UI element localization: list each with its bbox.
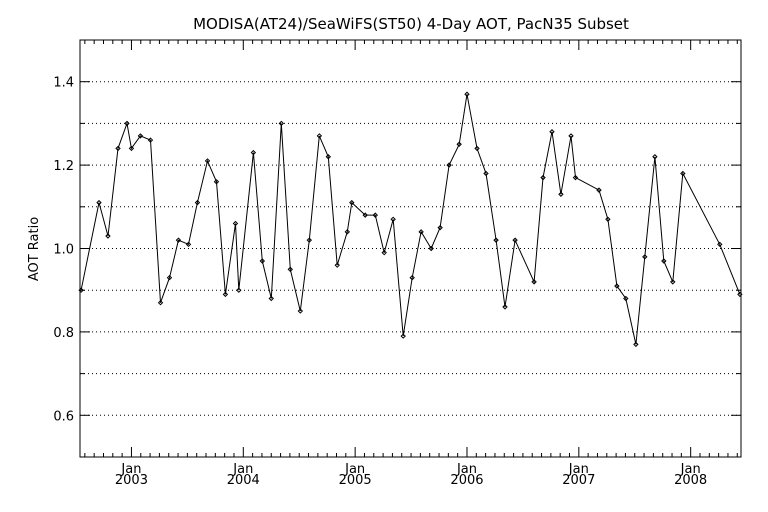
data-point bbox=[128, 145, 135, 152]
data-point bbox=[502, 304, 508, 310]
data-point bbox=[540, 174, 546, 181]
data-point bbox=[381, 249, 387, 256]
data-point bbox=[549, 129, 555, 135]
x-tick-month-label: Jan bbox=[680, 462, 701, 477]
data-point bbox=[250, 149, 257, 156]
data-point bbox=[428, 245, 434, 252]
data-point bbox=[437, 224, 443, 231]
data-point bbox=[652, 154, 658, 160]
data-point bbox=[236, 287, 242, 293]
data-point bbox=[390, 216, 396, 223]
data-point bbox=[446, 162, 452, 168]
data-point bbox=[409, 274, 415, 281]
data-point bbox=[623, 295, 629, 302]
x-tick-year-label: 2008 bbox=[674, 473, 707, 488]
x-tick-year-label: 2003 bbox=[115, 473, 148, 488]
y-tick-label: 1.4 bbox=[53, 76, 74, 91]
data-point bbox=[124, 120, 130, 127]
data-point bbox=[213, 179, 220, 185]
data-point bbox=[558, 191, 564, 197]
data-point bbox=[334, 262, 340, 268]
x-tick-year-label: 2004 bbox=[227, 473, 260, 488]
data-point bbox=[605, 216, 611, 223]
y-tick-label: 1.0 bbox=[53, 243, 74, 258]
plot-frame bbox=[79, 39, 742, 458]
data-point bbox=[456, 141, 462, 147]
data-point bbox=[344, 229, 351, 235]
data-point bbox=[572, 174, 579, 181]
y-tick-label: 0.6 bbox=[53, 409, 74, 424]
data-point bbox=[185, 241, 192, 248]
data-point bbox=[105, 233, 111, 239]
data-point bbox=[400, 333, 406, 339]
x-tick-month-label: Jan bbox=[456, 462, 477, 477]
x-tick-month-label: Jan bbox=[344, 462, 365, 477]
grid-layer bbox=[80, 81, 741, 416]
data-point bbox=[268, 295, 274, 302]
data-point bbox=[493, 237, 499, 243]
data-point bbox=[316, 133, 323, 139]
data-point bbox=[287, 266, 293, 273]
data-point bbox=[137, 133, 144, 139]
x-tick-month-label: Jan bbox=[568, 462, 589, 477]
data-point bbox=[596, 187, 602, 193]
data-point bbox=[349, 199, 355, 206]
x-tick-year-label: 2006 bbox=[450, 473, 483, 488]
series-layer bbox=[78, 91, 743, 348]
data-point bbox=[147, 137, 154, 143]
data-point bbox=[464, 91, 470, 97]
data-point bbox=[96, 199, 102, 206]
data-point bbox=[418, 229, 424, 235]
data-point bbox=[670, 279, 676, 285]
data-point bbox=[633, 341, 639, 348]
x-tick-year-label: 2005 bbox=[339, 473, 372, 488]
data-point bbox=[372, 212, 378, 218]
data-point bbox=[157, 300, 164, 306]
data-point bbox=[115, 145, 121, 152]
chart-title: MODISA(AT24)/SeaWiFS(ST50) 4-Day AOT, Pa… bbox=[193, 15, 629, 33]
x-tick-month-label: Jan bbox=[120, 462, 141, 477]
data-point bbox=[680, 170, 686, 177]
data-point bbox=[232, 220, 239, 227]
data-point bbox=[531, 279, 537, 285]
data-point bbox=[222, 291, 229, 298]
data-point bbox=[78, 287, 84, 293]
data-point bbox=[474, 145, 480, 152]
x-ticks: Jan2003Jan2004Jan2005Jan2006Jan2007Jan20… bbox=[84, 40, 738, 488]
data-point bbox=[204, 158, 211, 164]
data-point bbox=[166, 274, 173, 281]
data-point bbox=[259, 258, 266, 264]
data-point bbox=[737, 291, 743, 298]
data-point bbox=[614, 283, 620, 289]
data-point bbox=[661, 258, 667, 264]
data-point bbox=[512, 237, 518, 243]
y-ticks: 0.6 0.8 1.0 1.2 1.4 bbox=[53, 39, 741, 458]
data-point bbox=[717, 241, 723, 248]
data-point bbox=[306, 237, 312, 243]
y-tick-label: 0.8 bbox=[53, 326, 74, 341]
data-point bbox=[297, 308, 304, 314]
data-point bbox=[642, 254, 648, 260]
data-point bbox=[175, 237, 182, 243]
data-point bbox=[362, 212, 368, 218]
data-point bbox=[194, 199, 201, 206]
data-point bbox=[278, 120, 285, 127]
x-tick-year-label: 2007 bbox=[562, 473, 595, 488]
x-tick-month-label: Jan bbox=[232, 462, 253, 477]
data-point bbox=[568, 133, 574, 139]
data-point bbox=[325, 154, 332, 160]
y-tick-label: 1.2 bbox=[53, 159, 74, 174]
data-point bbox=[483, 170, 489, 177]
series-line bbox=[80, 94, 741, 345]
y-axis-label: AOT Ratio bbox=[27, 217, 42, 281]
